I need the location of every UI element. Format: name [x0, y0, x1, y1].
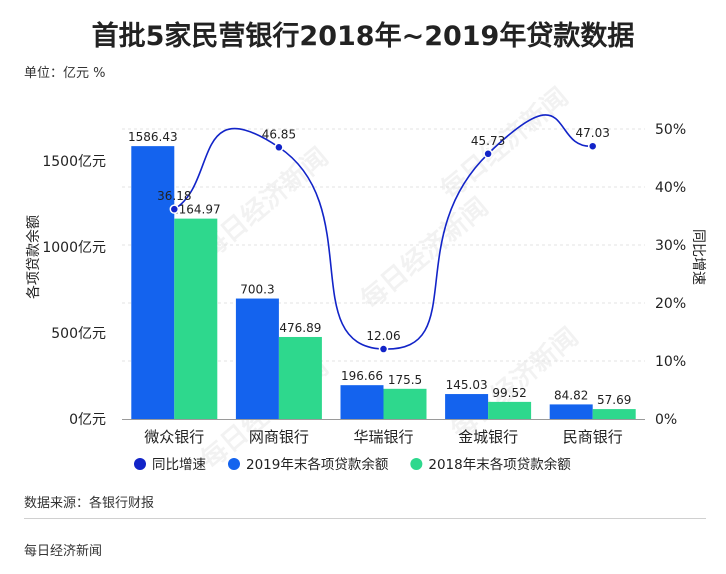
growth-value-label: 47.03 [576, 126, 610, 140]
legend: 同比增速 2019年末各项贷款余额 2018年末各项贷款余额 [134, 456, 571, 473]
category-labels: 微众银行 网商银行 华瑞银行 金城银行 民商银行 [144, 428, 622, 446]
left-tick-label: 0亿元 [69, 412, 106, 428]
growth-point [274, 142, 284, 153]
chart-title: 首批5家民营银行2018年~2019年贷款数据 [91, 21, 635, 52]
bar-2018 [278, 336, 322, 419]
left-tick-label: 1000亿元 [42, 240, 106, 256]
legend-swatch [410, 458, 423, 470]
left-axis-ticks: 0亿元 500亿元 1000亿元 1500亿元 [42, 154, 106, 428]
bar-value-label: 84.82 [554, 388, 588, 402]
right-tick-label: 30% [655, 238, 686, 254]
bar-value-label: 57.69 [597, 393, 631, 407]
growth-value-label: 12.06 [366, 329, 400, 343]
bar-value-label: 99.52 [492, 386, 526, 400]
legend-swatch [228, 458, 240, 470]
category-label: 华瑞银行 [353, 428, 413, 446]
growth-line-layer: 36.18 46.85 12.06 45.73 47.03 [157, 114, 610, 354]
legend-label: 2018年末各项贷款余额 [428, 456, 571, 473]
right-axis-ticks: 0% 10% 20% 30% 40% 50% [655, 122, 686, 428]
right-tick-label: 20% [655, 296, 686, 312]
right-tick-label: 50% [655, 122, 686, 138]
bar-2019 [445, 394, 489, 419]
combo-chart: 每日经济新闻每日经济新闻每日经济新闻每日经济新闻每日经济新闻 0亿元500亿元1… [25, 81, 706, 475]
growth-point [378, 344, 389, 354]
category-label: 网商银行 [249, 428, 309, 446]
source-label: 数据来源：各银行财报 [24, 496, 155, 511]
unit-label: 单位：亿元 % [24, 66, 106, 81]
bar-value-label: 700.3 [240, 283, 274, 297]
bar-2018 [592, 409, 636, 419]
left-tick-label: 500亿元 [51, 326, 106, 342]
legend-swatch [134, 458, 146, 470]
category-label: 微众银行 [144, 428, 204, 446]
bar-2019 [131, 146, 175, 419]
left-axis-title: 各项贷款余额 [25, 215, 42, 299]
growth-value-label: 36.18 [157, 189, 191, 203]
right-tick-label: 10% [655, 354, 686, 370]
right-axis-title: 同比增速 [690, 229, 706, 285]
legend-item: 同比增速 [134, 457, 206, 473]
bar-value-label: 145.03 [446, 378, 488, 392]
bar-value-label: 1164.97 [171, 203, 221, 217]
growth-point [587, 141, 598, 151]
bar-series-layer [131, 146, 636, 419]
right-tick-label: 40% [655, 180, 686, 196]
bar-value-label: 1586.43 [128, 130, 178, 144]
footer-divider [24, 518, 706, 519]
bar-value-label: 476.89 [279, 321, 321, 335]
bar-2019 [235, 298, 279, 419]
bar-2018 [174, 218, 218, 419]
category-label: 金城银行 [458, 428, 518, 446]
bar-2018 [488, 401, 532, 419]
legend-label: 2019年末各项贷款余额 [246, 456, 389, 473]
category-label: 民商银行 [563, 428, 623, 446]
bar-data-labels: 1586.43 1164.97 700.3 476.89 196.66 175.5 145.… [128, 130, 631, 407]
growth-point [483, 149, 493, 159]
growth-value-label: 46.85 [262, 127, 296, 141]
bar-2019 [549, 404, 593, 419]
legend-item: 2019年末各项贷款余额 [228, 456, 389, 473]
publisher-label: 每日经济新闻 [24, 544, 103, 559]
watermark-text: 每日经济新闻 [355, 191, 494, 315]
legend-label: 同比增速 [152, 457, 206, 473]
right-tick-label: 0% [655, 412, 677, 428]
growth-point [169, 204, 180, 214]
legend-item: 2018年末各项贷款余额 [410, 456, 571, 473]
bar-value-label: 175.5 [388, 373, 422, 387]
bar-2018 [383, 388, 427, 419]
bar-value-label: 196.66 [341, 369, 383, 383]
left-tick-label: 1500亿元 [42, 154, 106, 170]
bar-2019 [340, 385, 384, 419]
growth-value-label: 45.73 [471, 134, 505, 148]
